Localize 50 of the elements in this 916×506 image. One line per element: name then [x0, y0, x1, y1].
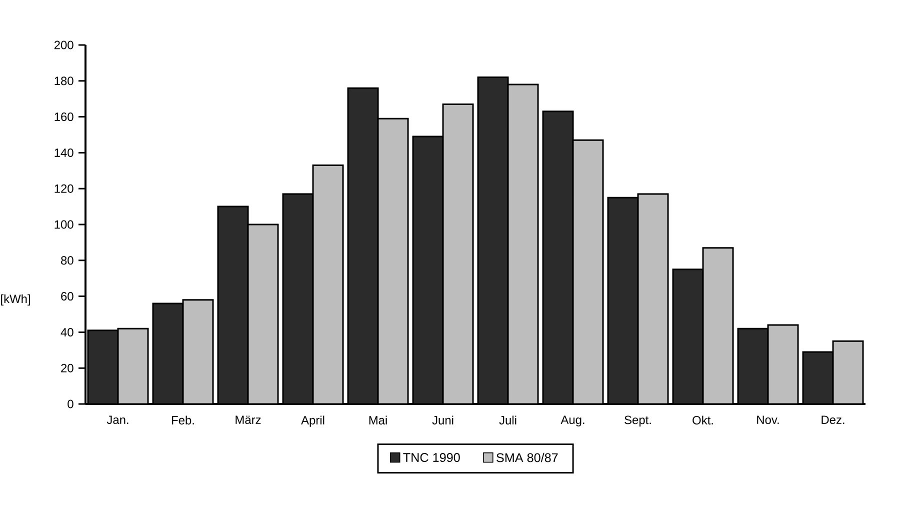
bar [413, 136, 444, 404]
y-tick-label: 140 [54, 148, 74, 157]
x-tick-label: Jan. [106, 416, 128, 424]
bar [608, 198, 638, 404]
bar [638, 194, 668, 404]
bar [443, 104, 474, 404]
bar [738, 328, 768, 404]
y-tick-label: 200 [54, 40, 74, 50]
x-tick-label: Juli [499, 416, 516, 424]
bar [283, 194, 314, 404]
bar [802, 351, 834, 404]
y-axis-title: [kWh] [1, 294, 30, 306]
bar [348, 88, 378, 404]
x-tick-label: Mai [369, 416, 387, 424]
x-tick-label: Sept. [624, 416, 651, 427]
bar [703, 248, 734, 404]
bar [508, 84, 538, 404]
bar [183, 300, 213, 404]
y-tick-label: 0 [68, 400, 74, 408]
bar [573, 140, 604, 404]
bar [832, 340, 864, 404]
y-tick-label: 80 [61, 256, 74, 265]
bar [248, 224, 278, 404]
bar [153, 303, 183, 404]
x-tick-label: April [301, 416, 324, 427]
x-tick-label: Okt. [692, 416, 713, 424]
y-tick-label: 180 [54, 76, 74, 86]
bar [543, 111, 574, 404]
y-tick-label: 160 [54, 112, 74, 122]
y-tick-label: 20 [61, 364, 74, 372]
y-tick-label: 100 [54, 220, 74, 229]
legend-label: SMA 80/87 [496, 452, 558, 462]
bar [313, 165, 344, 404]
x-tick-label: Dez. [822, 416, 844, 424]
x-tick-label: März [236, 416, 261, 424]
bar [378, 118, 408, 404]
legend-label: TNC 1990 [403, 453, 460, 462]
y-tick-label: 60 [61, 292, 74, 301]
x-tick-label: Feb. [172, 416, 194, 424]
bar [478, 77, 508, 404]
bar [673, 269, 704, 404]
bar [768, 325, 798, 404]
x-tick-label: Nov. [757, 416, 779, 424]
x-tick-label: Juni [432, 416, 454, 424]
bar [218, 206, 248, 404]
bar [88, 330, 118, 404]
y-tick-label: 40 [60, 328, 74, 336]
y-tick-label: 120 [54, 184, 74, 193]
bar [118, 328, 148, 404]
x-tick-label: Aug. [560, 416, 584, 426]
